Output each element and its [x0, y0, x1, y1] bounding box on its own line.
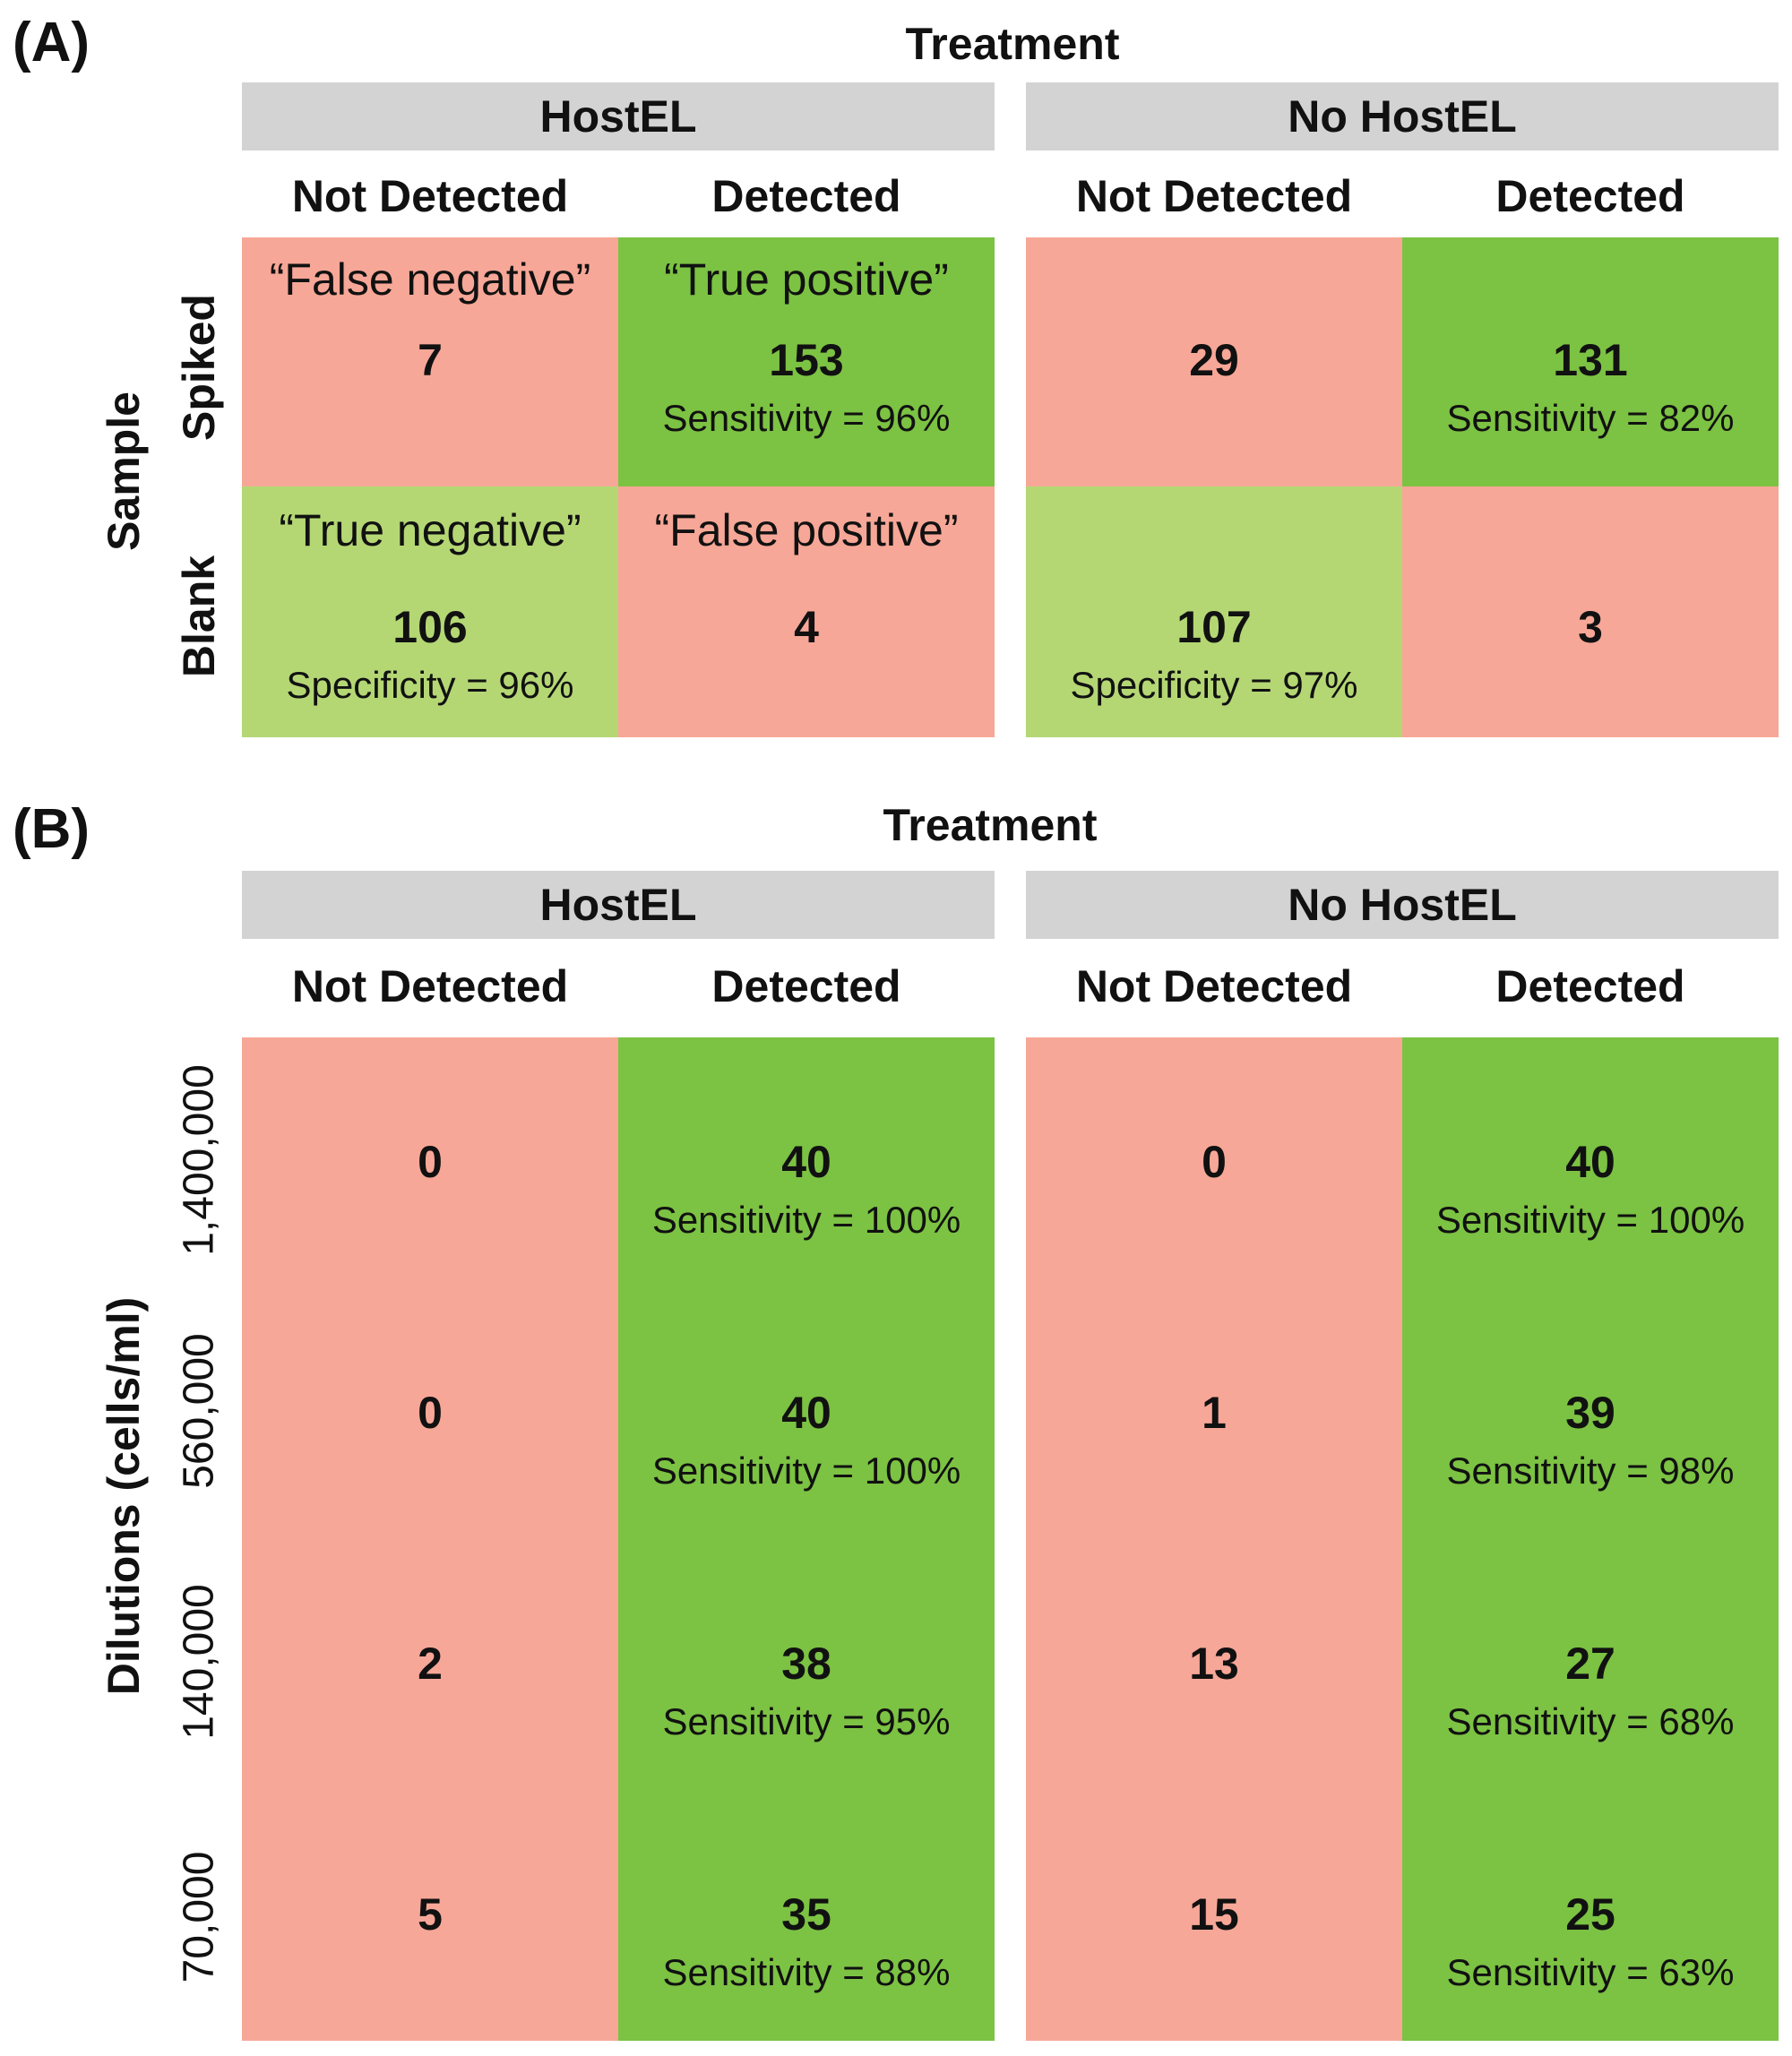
panel-a-cell-spiked-nohostel-not-detected: 29 — [1026, 237, 1402, 486]
cell-stat: Sensitivity = 100% — [651, 1199, 961, 1241]
panel-b-row-axis-title: Dilutions (cells/ml) — [99, 1296, 149, 1696]
panel-a-cell-spiked-nohostel-detected: 131 Sensitivity = 82% — [1402, 237, 1779, 486]
panel-a-row-label-spiked: Spiked — [174, 294, 224, 441]
cell-count: 40 — [781, 1388, 831, 1438]
panel-b-cell-r4-hostel-not-detected: 5 — [242, 1790, 618, 2041]
panel-b-row-label-560000: 560,000 — [175, 1333, 223, 1489]
cell-count: 25 — [1565, 1889, 1615, 1940]
cell-stat: Sensitivity = 100% — [1435, 1199, 1745, 1241]
panel-b-row-label-140000: 140,000 — [175, 1584, 223, 1740]
cell-count: 0 — [418, 1388, 443, 1438]
panel-b-row-label-1400000: 1,400,000 — [175, 1064, 223, 1256]
cell-count: 107 — [1176, 602, 1252, 652]
cell-count: 153 — [769, 335, 844, 385]
panel-b-cell-r3-nohostel-detected: 27 Sensitivity = 68% — [1402, 1539, 1779, 1790]
panel-b-column-hostel-not-detected — [242, 1037, 618, 2041]
panel-b-cell-r2-hostel-not-detected: 0 — [242, 1288, 618, 1539]
panel-b-col-hostel-detected: Detected — [711, 961, 901, 1011]
panel-b-row-label-70000: 70,000 — [175, 1851, 223, 1983]
panel-b-treatment-title: Treatment — [883, 800, 1098, 850]
cell-count: 29 — [1189, 335, 1239, 385]
panel-b-column-hostel-detected — [618, 1037, 995, 2041]
quadrant-label: “True positive” — [664, 254, 949, 305]
panel-a-label: (A) — [13, 12, 90, 73]
cell-count: 4 — [794, 602, 819, 652]
cell-count: 40 — [1565, 1137, 1615, 1187]
cell-count: 15 — [1189, 1889, 1239, 1940]
panel-a-treatment-title: Treatment — [905, 19, 1120, 69]
cell-count: 2 — [418, 1639, 443, 1689]
panel-b-label: (B) — [13, 798, 90, 860]
panel-a-cell-spiked-hostel-not-detected: “False negative” 7 — [242, 237, 618, 486]
cell-count: 35 — [781, 1889, 831, 1940]
panel-a-row-axis-title: Sample — [99, 391, 149, 551]
panel-a-col-nohostel-detected: Detected — [1495, 171, 1685, 221]
panel-a-col-hostel-detected: Detected — [711, 171, 901, 221]
cell-count: 131 — [1553, 335, 1628, 385]
panel-a-cell-blank-hostel-not-detected: “True negative” 106 Specificity = 96% — [242, 486, 618, 737]
panel-b-cell-r2-nohostel-detected: 39 Sensitivity = 98% — [1402, 1288, 1779, 1539]
cell-stat: Sensitivity = 88% — [662, 1951, 951, 1993]
panel-a-col-nohostel-not-detected: Not Detected — [1075, 171, 1353, 221]
panel-a-col-hostel-not-detected: Not Detected — [291, 171, 569, 221]
cell-count: 3 — [1578, 602, 1603, 652]
panel-a-group-hostel: HostEL — [242, 82, 995, 151]
panel-b-col-nohostel-not-detected: Not Detected — [1075, 961, 1353, 1011]
panel-b-group-hostel: HostEL — [242, 871, 995, 939]
quadrant-label: “False positive” — [654, 505, 959, 555]
panel-a-cell-blank-nohostel-detected: 3 — [1402, 486, 1779, 737]
cell-stat: Sensitivity = 63% — [1446, 1951, 1735, 1993]
panel-b-cell-r1-hostel-detected: 40 Sensitivity = 100% — [618, 1037, 995, 1288]
panel-a-row-label-blank: Blank — [174, 555, 224, 678]
cell-count: 0 — [1202, 1137, 1227, 1187]
cell-count: 13 — [1189, 1639, 1239, 1689]
cell-stat: Specificity = 97% — [1070, 664, 1358, 706]
cell-stat: Specificity = 96% — [286, 664, 574, 706]
panel-b-cell-r4-nohostel-detected: 25 Sensitivity = 63% — [1402, 1790, 1779, 2041]
cell-stat: Sensitivity = 100% — [651, 1450, 961, 1492]
cell-count: 39 — [1565, 1388, 1615, 1438]
cell-stat: Sensitivity = 95% — [662, 1700, 951, 1742]
panel-b-cell-r4-hostel-detected: 35 Sensitivity = 88% — [618, 1790, 995, 2041]
cell-stat: Sensitivity = 96% — [662, 397, 951, 439]
panel-b-cell-r1-nohostel-detected: 40 Sensitivity = 100% — [1402, 1037, 1779, 1288]
panel-b-cell-r1-nohostel-not-detected: 0 — [1026, 1037, 1402, 1288]
cell-stat: Sensitivity = 98% — [1446, 1450, 1735, 1492]
cell-stat: Sensitivity = 82% — [1446, 397, 1735, 439]
panel-a-group-no-hostel: No HostEL — [1026, 82, 1779, 151]
panel-b-cell-r3-nohostel-not-detected: 13 — [1026, 1539, 1402, 1790]
panel-b-cell-r3-hostel-not-detected: 2 — [242, 1539, 618, 1790]
cell-count: 27 — [1565, 1639, 1615, 1689]
quadrant-label: “True negative” — [279, 505, 582, 555]
panel-b-cell-r4-nohostel-not-detected: 15 — [1026, 1790, 1402, 2041]
panel-b-col-hostel-not-detected: Not Detected — [291, 961, 569, 1011]
panel-b-column-nohostel-not-detected — [1026, 1037, 1402, 2041]
panel-b-col-nohostel-detected: Detected — [1495, 961, 1685, 1011]
cell-count: 0 — [418, 1137, 443, 1187]
quadrant-label: “False negative” — [269, 254, 591, 305]
cell-count: 106 — [392, 602, 468, 652]
panel-a-cell-blank-hostel-detected: “False positive” 4 — [618, 486, 995, 737]
panel-b-cell-r1-hostel-not-detected: 0 — [242, 1037, 618, 1288]
panel-b-column-nohostel-detected — [1402, 1037, 1779, 2041]
cell-count: 7 — [418, 335, 443, 385]
cell-count: 40 — [781, 1137, 831, 1187]
panel-a-cell-spiked-hostel-detected: “True positive” 153 Sensitivity = 96% — [618, 237, 995, 486]
panel-b-cell-r2-hostel-detected: 40 Sensitivity = 100% — [618, 1288, 995, 1539]
cell-count: 38 — [781, 1639, 831, 1689]
panel-b-group-no-hostel: No HostEL — [1026, 871, 1779, 939]
cell-count: 1 — [1202, 1388, 1227, 1438]
cell-stat: Sensitivity = 68% — [1446, 1700, 1735, 1742]
panel-b-cell-r2-nohostel-not-detected: 1 — [1026, 1288, 1402, 1539]
panel-b-cell-r3-hostel-detected: 38 Sensitivity = 95% — [618, 1539, 995, 1790]
panel-a-cell-blank-nohostel-not-detected: 107 Specificity = 97% — [1026, 486, 1402, 737]
cell-count: 5 — [418, 1889, 443, 1940]
